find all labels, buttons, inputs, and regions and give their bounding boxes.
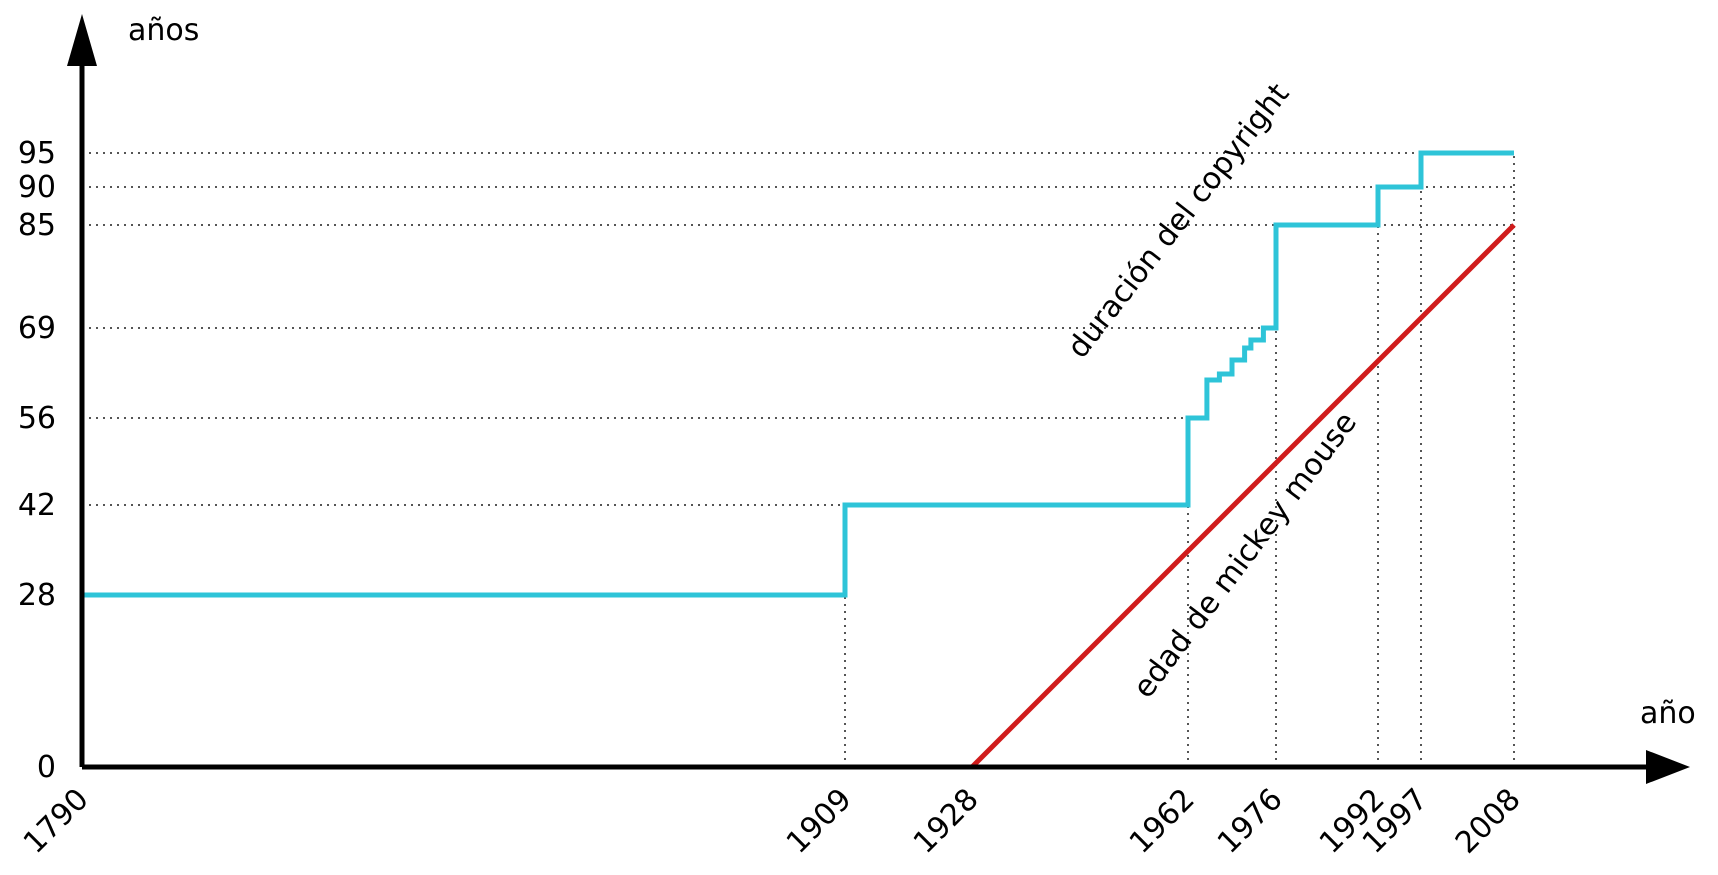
y-axis-title: años: [128, 13, 199, 48]
axes: años año: [67, 13, 1696, 784]
x-tick-label: 2008: [1449, 782, 1528, 861]
y-axis-arrow-icon: [67, 14, 97, 66]
y-tick-label: 95: [18, 136, 56, 171]
x-tick-label: 1790: [17, 782, 96, 861]
copyright-duration-line: [79, 150, 1514, 767]
y-tick-label: 90: [18, 170, 56, 205]
y-tick-label: 42: [18, 488, 56, 523]
y-tick-label: 69: [18, 311, 56, 346]
x-axis-arrow-icon: [1646, 750, 1690, 784]
series-label-mickey: edad de mickey mouse: [1126, 406, 1364, 705]
y-tick-label: 85: [18, 208, 56, 243]
x-tick-label: 1976: [1211, 782, 1290, 861]
mickey-age-line: [970, 223, 1516, 769]
series-labels: duración del copyright edad de mickey mo…: [1061, 77, 1364, 705]
series-label-copyright: duración del copyright: [1061, 77, 1297, 365]
y-tick-label: 56: [18, 401, 56, 436]
x-axis-title: año: [1640, 696, 1696, 731]
y-tick-label: 28: [18, 578, 56, 613]
x-tick-label: 1962: [1123, 782, 1202, 861]
x-tick-label: 1909: [780, 782, 859, 861]
series-lines: [79, 150, 1516, 769]
x-tick-label: 1928: [907, 782, 986, 861]
grid-lines: [82, 152, 1515, 767]
y-tick-label: 0: [37, 750, 56, 785]
